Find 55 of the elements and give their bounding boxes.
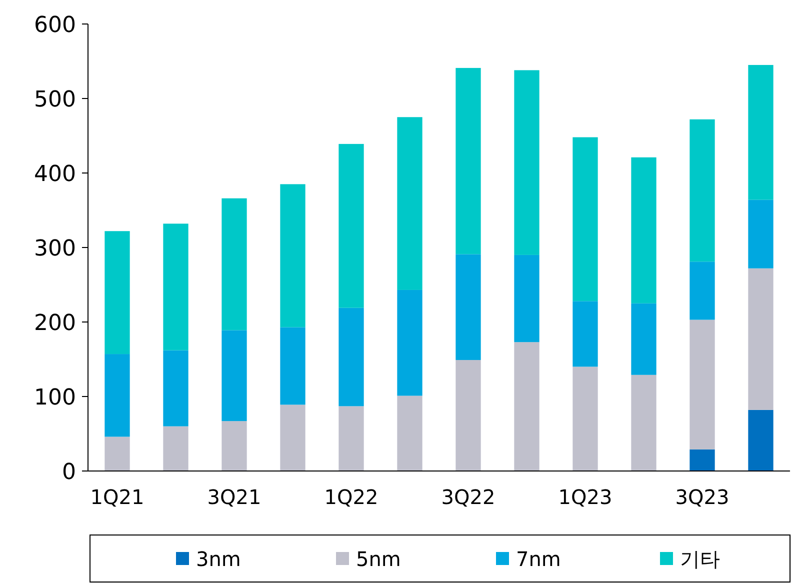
bar [748, 410, 774, 471]
bar [514, 254, 540, 342]
bar [222, 198, 247, 330]
bar [456, 360, 481, 471]
y-tick-label: 600 [34, 13, 76, 38]
bar [456, 254, 481, 360]
bar [748, 268, 774, 410]
y-tick-label: 100 [34, 386, 76, 410]
y-tick-label: 400 [34, 162, 76, 187]
bar [163, 426, 188, 471]
bar [631, 303, 656, 375]
bar [280, 327, 306, 405]
bar [397, 117, 422, 290]
x-tick-label: 1Q22 [324, 485, 378, 509]
x-tick-label: 3Q23 [675, 485, 730, 509]
bar [456, 68, 481, 254]
y-tick-label: 300 [34, 236, 76, 262]
bar [163, 350, 188, 426]
bar [690, 320, 715, 450]
bar [690, 119, 715, 262]
bar [338, 308, 364, 406]
bar [514, 70, 540, 255]
bar [572, 137, 598, 302]
bar [222, 330, 247, 422]
x-tick-label: 3Q22 [441, 485, 496, 509]
bar [163, 224, 188, 350]
bar [572, 366, 598, 471]
bar [690, 449, 715, 471]
bar [397, 290, 422, 396]
bar [104, 354, 130, 437]
x-tick-label: 1Q23 [558, 485, 612, 509]
bar [748, 200, 774, 268]
bar [631, 157, 656, 304]
legend-label: 5nm [356, 547, 401, 571]
legend-label: 기타 [680, 547, 720, 571]
y-tick-label: 500 [34, 88, 76, 112]
bar [631, 374, 656, 471]
bar [222, 421, 247, 471]
bar [280, 184, 306, 328]
y-tick-label: 0 [62, 460, 76, 485]
bar [397, 396, 422, 471]
y-tick-label: 200 [34, 311, 76, 336]
bar [748, 64, 774, 200]
bar [690, 262, 715, 320]
legend-label: 7nm [516, 547, 561, 571]
bar [338, 144, 364, 308]
x-tick-label: 1Q21 [90, 485, 144, 509]
legend-label: 3nm [196, 547, 241, 571]
bar [280, 404, 306, 471]
bar [104, 436, 130, 471]
bar [572, 301, 598, 367]
bar [338, 406, 364, 471]
x-tick-label: 3Q21 [207, 485, 262, 509]
bar [104, 231, 130, 354]
bar [514, 342, 540, 471]
